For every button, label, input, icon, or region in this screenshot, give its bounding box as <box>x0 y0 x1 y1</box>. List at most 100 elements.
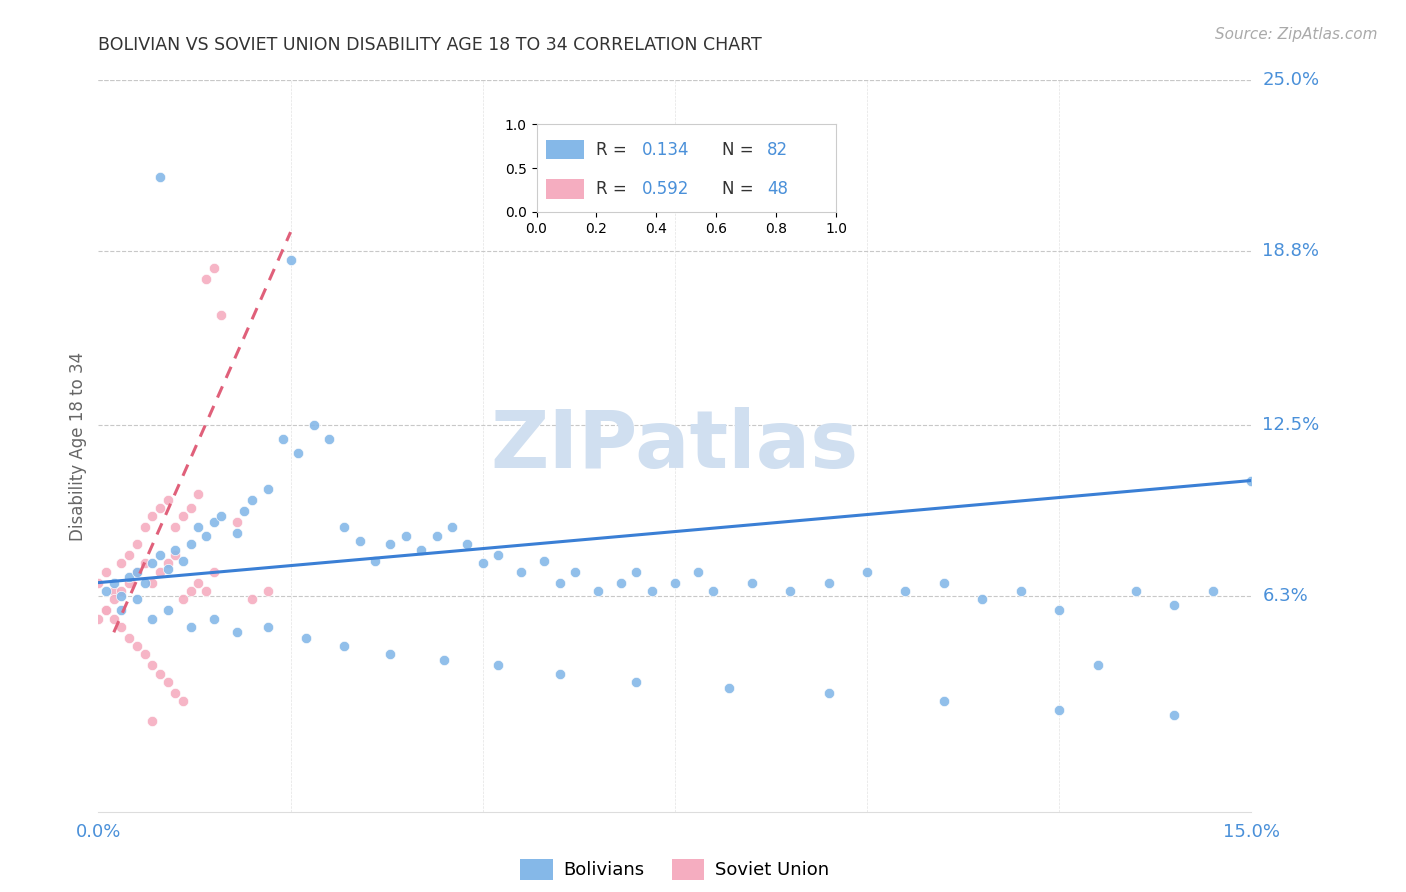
Point <box>856 565 879 579</box>
Point <box>1240 474 1263 488</box>
Point <box>118 575 141 590</box>
Point <box>110 603 132 617</box>
Point <box>94 603 117 617</box>
Point <box>103 575 125 590</box>
Point <box>94 583 117 598</box>
Point <box>626 565 648 579</box>
Point <box>380 537 402 551</box>
Point <box>271 432 294 446</box>
Point <box>141 611 163 625</box>
Point <box>564 565 586 579</box>
Point <box>156 675 179 690</box>
Point <box>586 583 609 598</box>
Point <box>1047 603 1070 617</box>
Text: 25.0%: 25.0% <box>1263 71 1320 89</box>
Point <box>118 548 141 562</box>
Point <box>125 592 148 607</box>
Point <box>125 565 148 579</box>
Point <box>1163 708 1185 723</box>
Text: Source: ZipAtlas.com: Source: ZipAtlas.com <box>1215 27 1378 42</box>
Point <box>411 542 433 557</box>
Point <box>134 520 156 534</box>
Point <box>295 631 318 645</box>
Point <box>180 501 202 516</box>
Point <box>172 694 194 708</box>
Point <box>165 548 187 562</box>
Point <box>118 631 141 645</box>
Point <box>641 583 664 598</box>
Point <box>149 169 172 184</box>
Point <box>156 492 179 507</box>
Text: 0.592: 0.592 <box>641 180 689 198</box>
Point <box>103 611 125 625</box>
Point <box>932 694 955 708</box>
Text: 18.8%: 18.8% <box>1263 243 1319 260</box>
Point <box>225 525 247 540</box>
Point <box>972 592 994 607</box>
Point <box>110 590 132 604</box>
Point <box>141 714 163 728</box>
Point <box>510 565 533 579</box>
Point <box>256 583 278 598</box>
Point <box>202 515 225 529</box>
Point <box>141 658 163 673</box>
Point <box>141 509 163 524</box>
Point <box>118 570 141 584</box>
Point <box>1010 583 1032 598</box>
Point <box>533 553 555 567</box>
Point <box>486 548 509 562</box>
Point <box>87 575 110 590</box>
Text: 82: 82 <box>768 141 789 159</box>
Point <box>149 666 172 681</box>
Point <box>486 658 509 673</box>
Point <box>717 681 740 695</box>
Point <box>894 583 917 598</box>
Point <box>110 557 132 571</box>
Point <box>256 482 278 496</box>
Point <box>333 520 356 534</box>
Point <box>187 520 209 534</box>
Point <box>686 565 709 579</box>
Text: 48: 48 <box>768 180 789 198</box>
Text: R =: R = <box>596 141 627 159</box>
Text: N =: N = <box>723 141 754 159</box>
Point <box>548 666 571 681</box>
Text: 6.3%: 6.3% <box>1263 588 1308 606</box>
Point <box>471 557 494 571</box>
Point <box>172 553 194 567</box>
Y-axis label: Disability Age 18 to 34: Disability Age 18 to 34 <box>69 351 87 541</box>
Point <box>195 272 218 286</box>
Point <box>664 575 686 590</box>
Text: R =: R = <box>596 180 627 198</box>
Legend: Bolivians, Soviet Union: Bolivians, Soviet Union <box>513 852 837 887</box>
Point <box>426 529 449 543</box>
Point <box>141 575 163 590</box>
Point <box>134 648 156 662</box>
Text: 12.5%: 12.5% <box>1263 417 1320 434</box>
Point <box>195 529 218 543</box>
Bar <box>546 179 585 199</box>
Point <box>125 639 148 653</box>
Text: BOLIVIAN VS SOVIET UNION DISABILITY AGE 18 TO 34 CORRELATION CHART: BOLIVIAN VS SOVIET UNION DISABILITY AGE … <box>98 36 762 54</box>
Point <box>318 432 340 446</box>
Point <box>195 583 218 598</box>
Point <box>134 557 156 571</box>
Point <box>256 620 278 634</box>
Point <box>1163 598 1185 612</box>
Point <box>280 252 302 267</box>
Point <box>156 603 179 617</box>
Point <box>333 639 356 653</box>
Text: N =: N = <box>723 180 754 198</box>
Point <box>364 553 387 567</box>
Point <box>94 603 117 617</box>
Point <box>1087 658 1109 673</box>
Point <box>125 565 148 579</box>
Point <box>94 565 117 579</box>
Point <box>741 575 763 590</box>
Point <box>165 542 187 557</box>
Point <box>187 575 209 590</box>
Point <box>1202 583 1225 598</box>
Point <box>817 686 839 700</box>
Point <box>156 557 179 571</box>
Point <box>165 686 187 700</box>
